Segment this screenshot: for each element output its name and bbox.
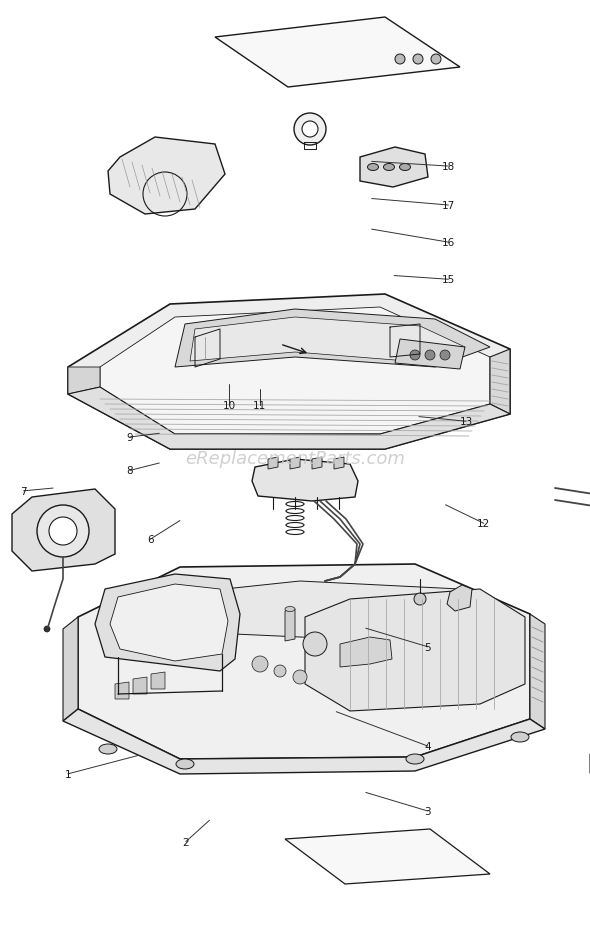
- Polygon shape: [63, 617, 78, 721]
- Ellipse shape: [399, 164, 411, 171]
- Polygon shape: [68, 295, 510, 450]
- Polygon shape: [252, 460, 358, 502]
- Circle shape: [414, 593, 426, 605]
- Text: 5: 5: [424, 642, 431, 652]
- Circle shape: [302, 121, 318, 138]
- Ellipse shape: [176, 759, 194, 769]
- Circle shape: [293, 670, 307, 684]
- Polygon shape: [285, 609, 295, 641]
- Polygon shape: [115, 682, 129, 699]
- Text: 7: 7: [20, 487, 27, 496]
- Text: 11: 11: [253, 401, 266, 411]
- Polygon shape: [312, 458, 322, 469]
- Circle shape: [294, 114, 326, 146]
- Polygon shape: [360, 147, 428, 188]
- Polygon shape: [285, 829, 490, 884]
- Circle shape: [252, 656, 268, 672]
- Circle shape: [431, 55, 441, 65]
- Text: 2: 2: [182, 837, 189, 846]
- Polygon shape: [68, 368, 100, 395]
- Polygon shape: [395, 339, 465, 370]
- Circle shape: [410, 350, 420, 361]
- Polygon shape: [95, 575, 240, 671]
- Circle shape: [37, 505, 89, 557]
- Polygon shape: [447, 585, 472, 611]
- Text: 8: 8: [126, 466, 133, 476]
- Polygon shape: [310, 578, 368, 597]
- Ellipse shape: [285, 607, 295, 612]
- Text: 13: 13: [460, 417, 473, 426]
- Ellipse shape: [406, 755, 424, 764]
- Circle shape: [274, 666, 286, 678]
- Polygon shape: [108, 138, 225, 215]
- Text: 16: 16: [442, 238, 455, 248]
- Ellipse shape: [368, 164, 379, 171]
- Text: 6: 6: [147, 535, 154, 544]
- Circle shape: [425, 350, 435, 361]
- Circle shape: [44, 627, 50, 632]
- Circle shape: [303, 632, 327, 656]
- Polygon shape: [63, 709, 545, 774]
- Polygon shape: [12, 489, 115, 571]
- Polygon shape: [490, 349, 510, 414]
- Polygon shape: [175, 310, 490, 368]
- Polygon shape: [190, 318, 465, 362]
- Text: 17: 17: [442, 201, 455, 210]
- Polygon shape: [151, 672, 165, 690]
- Ellipse shape: [384, 164, 395, 171]
- Polygon shape: [305, 590, 525, 711]
- Polygon shape: [133, 678, 147, 694]
- Circle shape: [440, 350, 450, 361]
- Text: 3: 3: [424, 806, 431, 816]
- Ellipse shape: [511, 732, 529, 743]
- Circle shape: [49, 517, 77, 545]
- Polygon shape: [340, 638, 392, 667]
- Text: 1: 1: [64, 769, 71, 779]
- Polygon shape: [78, 565, 530, 759]
- Text: eReplacementParts.com: eReplacementParts.com: [185, 450, 405, 468]
- Polygon shape: [334, 458, 344, 469]
- Text: 4: 4: [424, 742, 431, 751]
- Text: 9: 9: [126, 433, 133, 442]
- Ellipse shape: [99, 744, 117, 755]
- Text: 12: 12: [477, 519, 490, 528]
- Polygon shape: [68, 387, 510, 450]
- Text: 10: 10: [222, 401, 235, 411]
- Polygon shape: [125, 581, 520, 644]
- Polygon shape: [268, 458, 278, 469]
- Text: 15: 15: [442, 275, 455, 285]
- Circle shape: [395, 55, 405, 65]
- Polygon shape: [290, 458, 300, 469]
- Polygon shape: [215, 18, 460, 88]
- Polygon shape: [110, 584, 228, 661]
- Polygon shape: [530, 615, 545, 730]
- Text: 18: 18: [442, 162, 455, 171]
- Polygon shape: [100, 308, 490, 435]
- Circle shape: [413, 55, 423, 65]
